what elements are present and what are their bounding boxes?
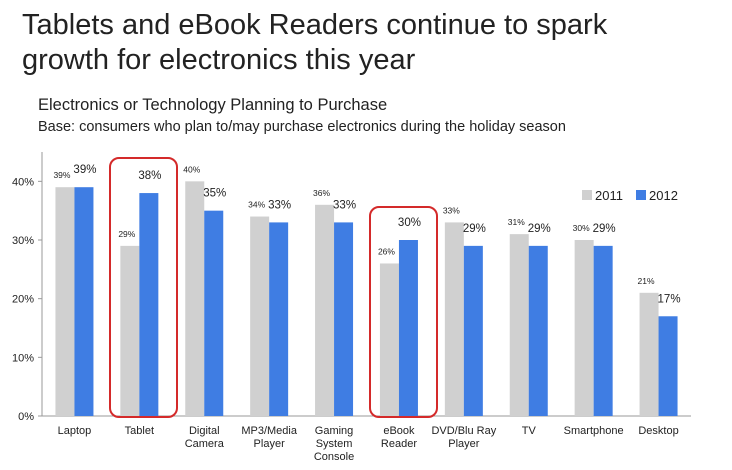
x-tick-label: DVD/Blu Ray Player — [431, 425, 496, 450]
value-label: 33% — [443, 205, 460, 215]
bar — [574, 240, 594, 416]
y-tick-label: 0% — [18, 411, 34, 423]
x-tick-label: Desktop — [638, 425, 678, 437]
value-label: 38% — [138, 170, 161, 182]
value-label: 26% — [378, 246, 395, 256]
bar — [120, 245, 140, 416]
bar — [55, 187, 75, 416]
value-label: 30% — [398, 217, 421, 229]
bar — [658, 316, 678, 416]
x-tick-label: Tablet — [125, 425, 154, 437]
bar — [185, 181, 205, 416]
value-label: 21% — [638, 276, 655, 286]
bar — [528, 245, 548, 416]
bar — [509, 234, 529, 416]
value-label: 34% — [248, 200, 265, 210]
bar — [463, 245, 483, 416]
bar — [593, 245, 613, 416]
bar — [74, 187, 94, 416]
legend-label: 2012 — [649, 188, 678, 203]
legend-swatch — [582, 190, 592, 200]
y-tick-label: 20% — [12, 294, 34, 306]
x-tick-label: TV — [522, 425, 537, 437]
value-label: 33% — [268, 199, 291, 211]
x-tick-label: Digital Camera — [185, 425, 225, 450]
value-label: 29% — [463, 223, 486, 235]
chart-title: Tablets and eBook Readers continue to sp… — [22, 9, 608, 76]
value-label: 33% — [333, 199, 356, 211]
bar — [379, 263, 399, 416]
bar — [639, 292, 659, 416]
legend-label: 2011 — [595, 188, 623, 203]
bar — [139, 193, 159, 416]
chart-subtitle: Electronics or Technology Planning to Pu… — [38, 96, 387, 114]
bar — [204, 210, 224, 416]
value-label: 36% — [313, 188, 330, 198]
highlight-box — [109, 157, 178, 418]
chart-note: Base: consumers who plan to/may purchase… — [38, 119, 566, 135]
bar — [250, 216, 270, 416]
value-label: 35% — [203, 188, 226, 200]
value-label: 39% — [73, 164, 96, 176]
value-label: 29% — [528, 223, 551, 235]
value-label: 40% — [183, 164, 200, 174]
x-tick-label: Gaming System Console — [314, 425, 354, 463]
legend-swatch — [636, 190, 646, 200]
highlight-box — [369, 206, 438, 418]
x-tick-label: Laptop — [58, 425, 92, 437]
value-label: 29% — [593, 223, 616, 235]
bar — [269, 222, 289, 416]
value-label: 39% — [53, 170, 70, 180]
x-tick-label: Smartphone — [564, 425, 624, 437]
value-label: 30% — [573, 223, 590, 233]
value-label: 31% — [508, 217, 525, 227]
bar — [398, 240, 418, 416]
bar — [334, 222, 354, 416]
value-label: 29% — [118, 229, 135, 239]
x-tick-label: MP3/Media Player — [241, 425, 298, 450]
y-tick-label: 10% — [12, 352, 34, 364]
y-tick-label: 40% — [12, 176, 34, 188]
bar — [444, 222, 464, 416]
bar — [315, 204, 335, 416]
x-tick-label: eBook Reader — [381, 425, 417, 450]
y-tick-label: 30% — [12, 235, 34, 247]
value-label: 17% — [658, 293, 681, 305]
